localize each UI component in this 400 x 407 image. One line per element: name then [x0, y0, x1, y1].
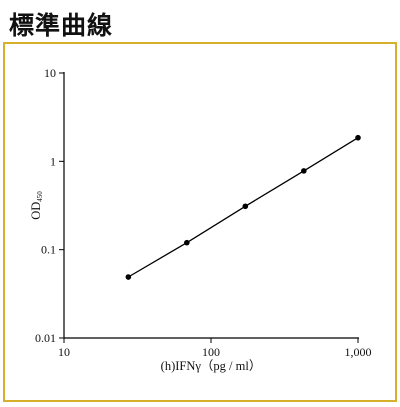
x-tick-label: 100 — [202, 345, 220, 359]
x-tick-label: 1,000 — [345, 345, 372, 359]
x-tick-label: 10 — [58, 345, 70, 359]
y-axis-title: OD450 — [29, 191, 44, 220]
data-point — [125, 274, 132, 280]
data-point — [355, 134, 361, 141]
x-axis-title: (h)IFNγ（pg / ml） — [161, 359, 262, 373]
data-point — [184, 239, 190, 246]
chart-ticks: 10 100 1,000 0.01 0.1 1 10 — [35, 66, 372, 359]
y-tick-label: 0.1 — [41, 243, 56, 257]
chart-axes — [63, 72, 359, 339]
y-axis-title-main: OD — [29, 202, 43, 220]
chart-series — [125, 134, 361, 280]
y-tick-label: 0.01 — [35, 331, 56, 345]
y-tick-label: 10 — [44, 66, 56, 80]
data-point — [242, 203, 249, 210]
y-tick-label: 1 — [50, 154, 56, 168]
data-point — [301, 168, 307, 174]
page-title: 標準曲線 — [9, 11, 114, 40]
y-axis-title-subscript: 450 — [36, 191, 44, 202]
chart-panel — [3, 42, 397, 402]
